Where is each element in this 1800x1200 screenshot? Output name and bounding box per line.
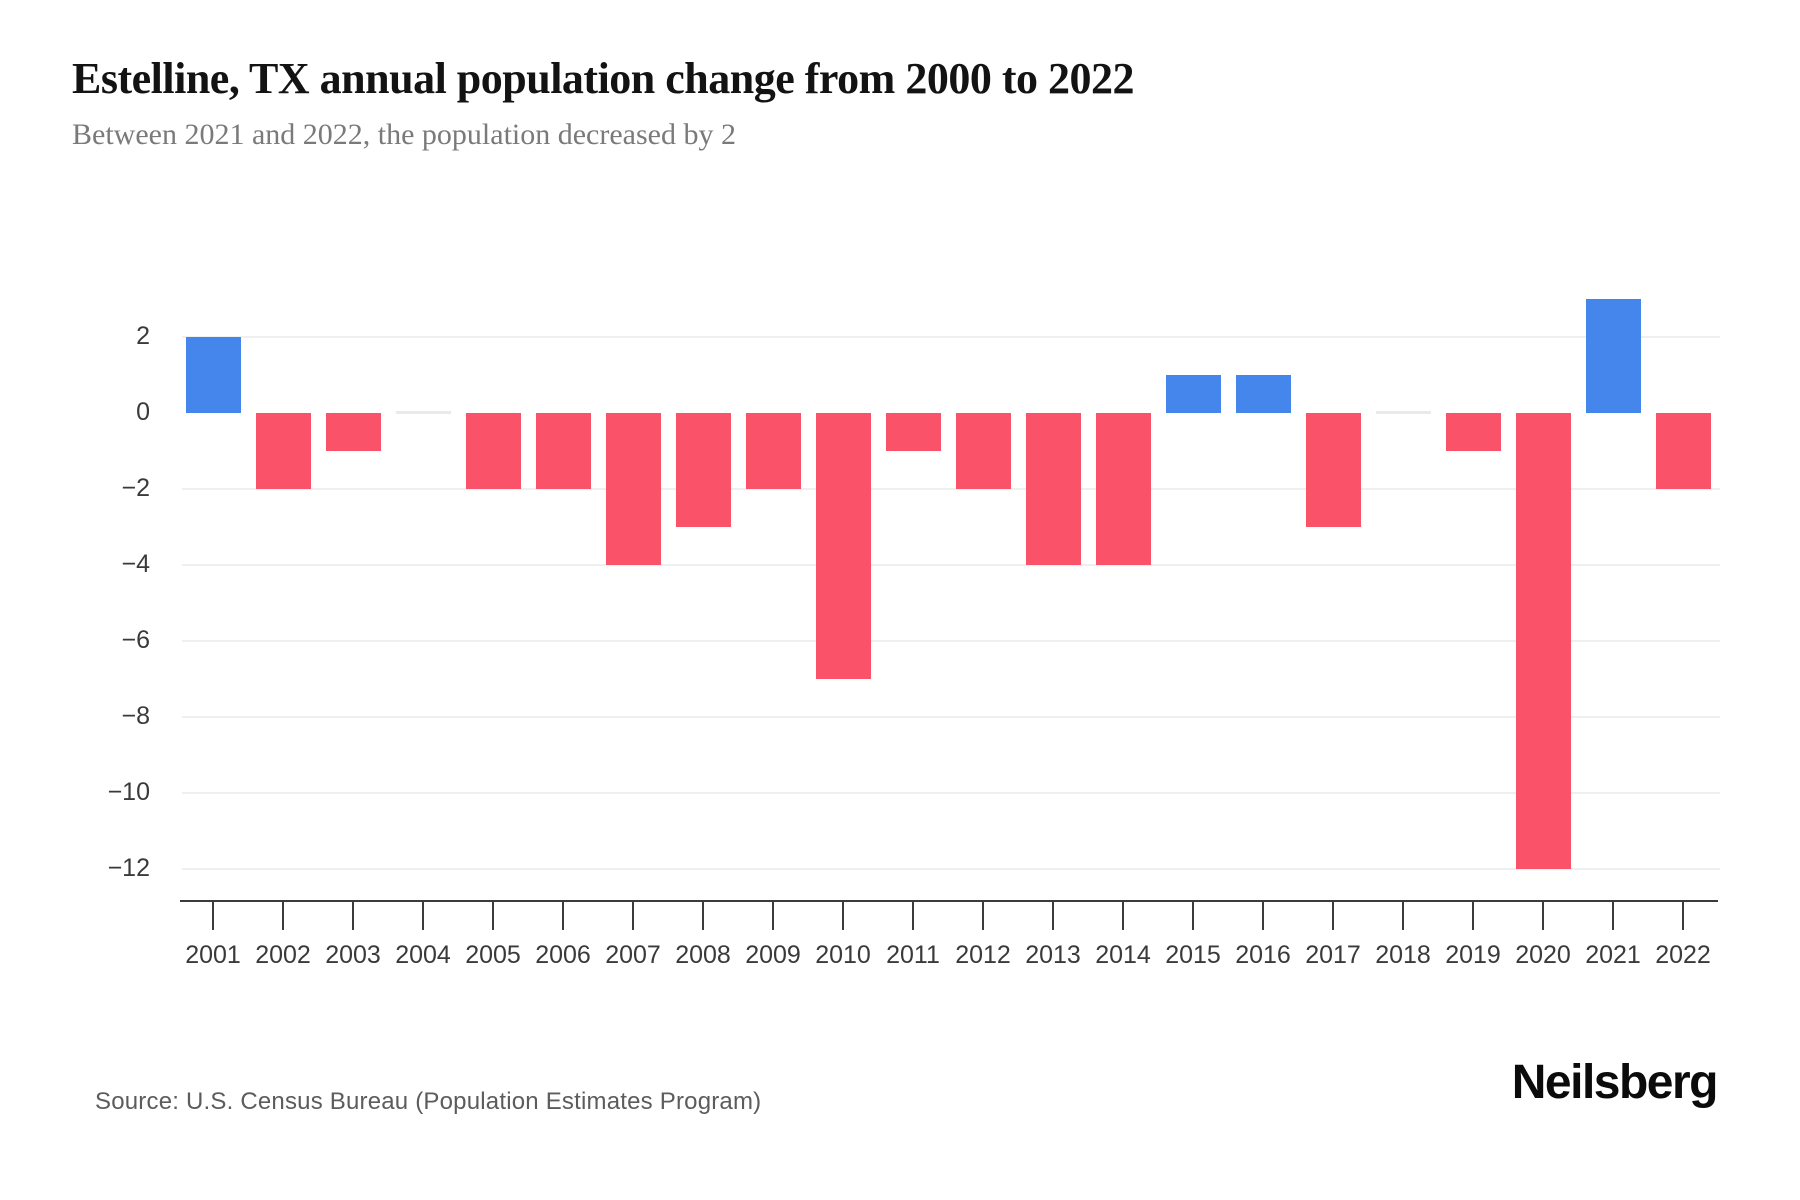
gridline--12 [182, 868, 1720, 870]
bar-2006[interactable] [535, 413, 591, 489]
bar-2022[interactable] [1655, 413, 1711, 489]
bar-2001[interactable] [185, 337, 241, 413]
bar-2002[interactable] [255, 413, 311, 489]
bar-2011[interactable] [885, 413, 941, 451]
x-axis-tick-2012 [982, 902, 984, 930]
bar-2017[interactable] [1305, 413, 1361, 527]
y-axis-label--6: −6 [121, 626, 150, 654]
x-axis-label-2014: 2014 [1095, 941, 1151, 969]
y-axis-label--12: −12 [107, 854, 150, 882]
x-axis-tick-2022 [1682, 902, 1684, 930]
chart-title: Estelline, TX annual population change f… [72, 54, 1134, 103]
bar-2012[interactable] [955, 413, 1011, 489]
bar-2010[interactable] [815, 413, 871, 679]
gridline--10 [182, 792, 1720, 794]
bar-2015[interactable] [1165, 375, 1221, 413]
x-axis-tick-2016 [1262, 902, 1264, 930]
bar-2003[interactable] [325, 413, 381, 451]
x-axis-tick-2014 [1122, 902, 1124, 930]
x-axis-label-2021: 2021 [1585, 941, 1641, 969]
y-axis-label--10: −10 [107, 778, 150, 806]
bar-2021[interactable] [1585, 299, 1641, 413]
bar-2007[interactable] [605, 413, 661, 565]
x-axis-label-2007: 2007 [605, 941, 661, 969]
x-axis-label-2002: 2002 [255, 941, 311, 969]
x-axis-tick-2001 [212, 902, 214, 930]
bar-2020[interactable] [1515, 413, 1571, 869]
x-axis-label-2020: 2020 [1515, 941, 1571, 969]
x-axis-tick-2020 [1542, 902, 1544, 930]
x-axis-label-2016: 2016 [1235, 941, 1291, 969]
bar-2009[interactable] [745, 413, 801, 489]
bar-2005[interactable] [465, 413, 521, 489]
x-axis-label-2019: 2019 [1445, 941, 1501, 969]
x-axis-label-2004: 2004 [395, 941, 451, 969]
gridline--6 [182, 640, 1720, 642]
y-axis-label-2: 2 [136, 322, 150, 350]
x-axis-tick-2006 [562, 902, 564, 930]
x-axis-tick-2015 [1192, 902, 1194, 930]
bar-2018[interactable] [1375, 411, 1431, 414]
x-axis-label-2008: 2008 [675, 941, 731, 969]
x-axis-label-2011: 2011 [886, 941, 940, 969]
x-axis-label-2012: 2012 [955, 941, 1011, 969]
x-axis-tick-2004 [422, 902, 424, 930]
x-axis-label-2001: 2001 [185, 941, 241, 969]
y-axis-label--8: −8 [121, 702, 150, 730]
x-axis-label-2017: 2017 [1305, 941, 1361, 969]
bar-2016[interactable] [1235, 375, 1291, 413]
chart-subtitle: Between 2021 and 2022, the population de… [72, 118, 736, 151]
x-axis-tick-2005 [492, 902, 494, 930]
x-axis-label-2005: 2005 [465, 941, 521, 969]
x-axis-label-2022: 2022 [1655, 941, 1711, 969]
x-axis-tick-2009 [772, 902, 774, 930]
x-axis-label-2010: 2010 [815, 941, 871, 969]
gridline-2 [182, 336, 1720, 338]
gridline--4 [182, 564, 1720, 566]
bar-2013[interactable] [1025, 413, 1081, 565]
bar-2004[interactable] [395, 411, 451, 414]
x-axis-tick-2018 [1402, 902, 1404, 930]
x-axis-tick-2007 [632, 902, 634, 930]
y-axis-label-0: 0 [136, 398, 150, 426]
bar-2019[interactable] [1445, 413, 1501, 451]
gridline--8 [182, 716, 1720, 718]
source-note: Source: U.S. Census Bureau (Population E… [95, 1088, 762, 1115]
x-axis-tick-2003 [352, 902, 354, 930]
bar-2008[interactable] [675, 413, 731, 527]
x-axis-tick-2002 [282, 902, 284, 930]
brand-logo: Neilsberg [1511, 1056, 1719, 1109]
y-axis-label--4: −4 [121, 550, 150, 578]
y-axis-label--2: −2 [121, 474, 150, 502]
gridline--2 [182, 488, 1720, 490]
x-axis-tick-2017 [1332, 902, 1334, 930]
x-axis-line [180, 900, 1718, 902]
x-axis-tick-2008 [702, 902, 704, 930]
x-axis-label-2003: 2003 [325, 941, 381, 969]
x-axis-label-2015: 2015 [1165, 941, 1221, 969]
x-axis-label-2013: 2013 [1025, 941, 1081, 969]
x-axis-tick-2021 [1612, 902, 1614, 930]
x-axis-tick-2019 [1472, 902, 1474, 930]
x-axis-tick-2013 [1052, 902, 1054, 930]
x-axis-label-2009: 2009 [745, 941, 801, 969]
x-axis-label-2018: 2018 [1375, 941, 1431, 969]
bar-2014[interactable] [1095, 413, 1151, 565]
x-axis-label-2006: 2006 [535, 941, 591, 969]
x-axis-tick-2011 [912, 902, 914, 930]
x-axis-tick-2010 [842, 902, 844, 930]
